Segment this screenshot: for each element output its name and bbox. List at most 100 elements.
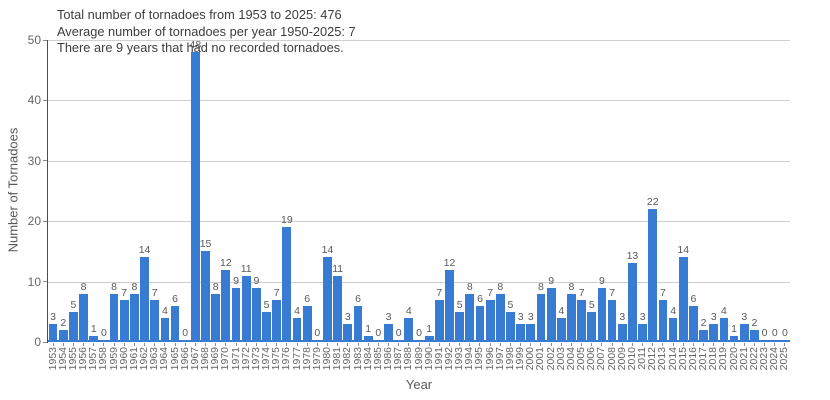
x-tick-mark-2002 (550, 343, 552, 346)
x-tick-mark-2018 (713, 343, 715, 346)
value-label-1991: 7 (436, 286, 443, 299)
gridline-y-50 (48, 40, 790, 41)
bar-2008 (607, 299, 617, 342)
value-label-1973: 9 (253, 274, 260, 287)
x-tick-mark-2011 (642, 343, 644, 346)
bar-1953 (48, 323, 58, 342)
bar-1968 (201, 251, 210, 342)
bar-2003 (556, 317, 566, 342)
value-label-1999: 3 (517, 310, 524, 323)
bar-1956 (79, 293, 88, 342)
value-label-1979: 0 (314, 327, 321, 339)
x-tick-mark-1999 (520, 343, 522, 346)
x-tick-mark-1978 (306, 343, 308, 346)
value-label-1985: 0 (375, 327, 382, 339)
y-tick-mark-40 (43, 99, 47, 101)
x-tick-mark-1991 (438, 343, 440, 346)
x-tick-mark-1993 (459, 343, 461, 346)
y-tick-label-50: 50 (27, 33, 41, 47)
x-tick-mark-2025 (784, 343, 786, 346)
bar-1986 (384, 323, 393, 342)
value-label-2009: 3 (619, 310, 626, 323)
bar-1999 (516, 323, 525, 342)
value-label-1980: 14 (321, 244, 334, 257)
value-label-1970: 12 (220, 256, 232, 269)
x-tick-label-2025: 2025 (778, 347, 791, 371)
x-tick-mark-1986 (388, 343, 389, 346)
bar-2014 (668, 317, 678, 342)
x-axis-title: Year (405, 377, 433, 392)
x-tick-mark-2006 (591, 343, 593, 346)
value-label-2024: 0 (771, 327, 778, 339)
value-label-1962: 14 (138, 244, 151, 257)
x-tick-mark-1972 (245, 343, 247, 346)
bar-1984 (363, 335, 373, 342)
x-tick-mark-2010 (631, 343, 633, 346)
bar-2009 (617, 323, 627, 342)
x-tick-mark-2007 (601, 343, 603, 346)
y-tick-mark-10 (43, 281, 47, 283)
value-label-1961: 8 (131, 280, 138, 293)
x-tick-mark-1989 (418, 343, 420, 346)
x-tick-mark-1976 (286, 343, 288, 346)
y-tick-mark-30 (43, 160, 47, 162)
value-label-2003: 4 (558, 304, 565, 317)
bar-2011 (638, 323, 647, 342)
value-label-1987: 0 (395, 327, 402, 339)
value-label-2013: 7 (660, 286, 666, 299)
y-tick-mark-0 (43, 341, 47, 343)
x-tick-mark-1994 (469, 343, 471, 346)
x-tick-mark-1982 (347, 343, 349, 346)
value-label-2011: 3 (639, 310, 646, 323)
x-tick-mark-1997 (499, 343, 501, 346)
value-label-2010: 13 (626, 250, 639, 263)
value-label-2021: 3 (741, 310, 748, 323)
value-label-2020: 1 (731, 322, 738, 335)
x-tick-mark-2017 (703, 343, 705, 346)
bar-2021 (739, 323, 749, 342)
value-label-2008: 7 (609, 286, 616, 299)
value-label-1958: 0 (100, 327, 107, 339)
value-label-2014: 4 (670, 304, 677, 317)
value-label-2015: 14 (677, 244, 690, 257)
x-tick-mark-1954 (62, 343, 64, 346)
bar-2000 (526, 323, 536, 342)
x-tick-mark-1990 (428, 343, 430, 346)
bar-2017 (699, 329, 708, 342)
x-tick-mark-1968 (205, 343, 207, 346)
value-label-2005: 7 (578, 286, 585, 299)
x-axis-baseline (48, 340, 790, 342)
x-tick-mark-2001 (540, 343, 542, 346)
x-tick-mark-1984 (367, 343, 369, 346)
bar-1961 (130, 293, 139, 342)
bar-1982 (343, 323, 353, 342)
value-label-1993: 5 (456, 298, 463, 311)
value-label-1994: 8 (466, 280, 473, 293)
x-tick-mark-1956 (83, 343, 85, 346)
x-tick-mark-1961 (133, 343, 135, 346)
value-label-1997: 8 (497, 280, 504, 293)
value-label-1964: 4 (161, 304, 168, 317)
bar-2004 (567, 293, 576, 342)
bar-1993 (455, 311, 465, 342)
bar-1973 (251, 287, 261, 342)
bar-1997 (495, 293, 505, 342)
x-tick-mark-2008 (611, 343, 613, 346)
value-label-1956: 8 (80, 280, 87, 293)
bar-1981 (333, 275, 343, 342)
gridline-y-10 (48, 281, 790, 283)
bar-1983 (353, 305, 363, 342)
x-tick-mark-1957 (93, 343, 95, 346)
value-label-1955: 5 (70, 298, 77, 311)
y-tick-label-0: 0 (34, 335, 41, 349)
value-label-1959: 8 (111, 280, 117, 293)
x-tick-mark-2020 (733, 343, 735, 346)
bar-1974 (262, 311, 271, 342)
y-axis-title: Number of Tornadoes (5, 127, 21, 253)
value-label-2019: 4 (721, 304, 727, 317)
bar-1962 (140, 257, 149, 342)
x-tick-mark-1969 (215, 343, 217, 346)
value-label-1982: 3 (344, 310, 351, 323)
y-axis-spine (47, 40, 48, 343)
x-tick-mark-1964 (164, 343, 166, 346)
